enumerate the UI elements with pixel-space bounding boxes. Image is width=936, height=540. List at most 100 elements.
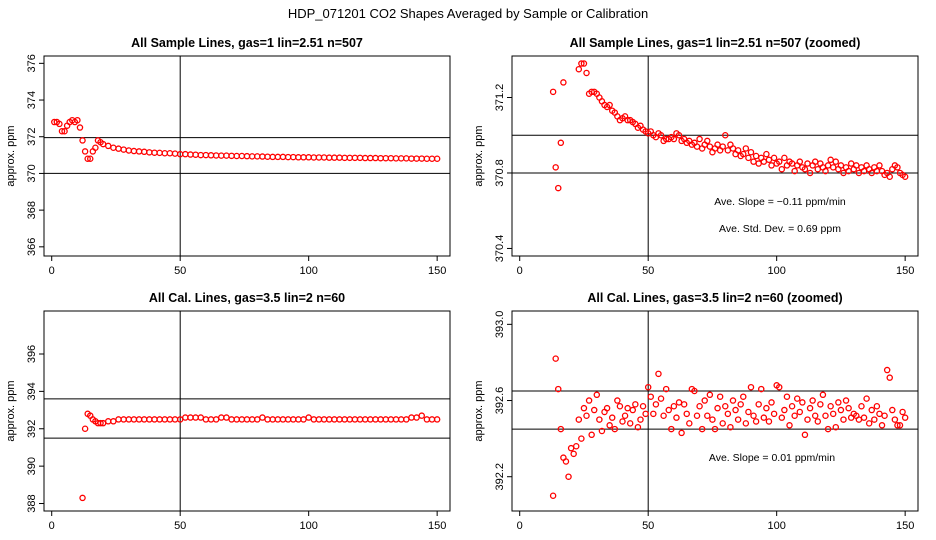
y-tick-label: 374 xyxy=(26,91,38,109)
data-point xyxy=(822,412,829,420)
plot-frame xyxy=(511,55,919,257)
data-point xyxy=(413,414,420,421)
data-point xyxy=(863,395,870,402)
annotation-text: Ave. Std. Dev. = 0.69 ppm xyxy=(719,223,841,235)
data-point xyxy=(269,153,276,161)
data-point xyxy=(883,366,891,374)
data-point xyxy=(74,116,81,124)
data-point xyxy=(660,412,667,420)
x-tick-label: 150 xyxy=(428,265,446,277)
data-point xyxy=(274,416,282,423)
plot-frame xyxy=(43,310,451,512)
data-point xyxy=(770,410,778,418)
data-point xyxy=(212,416,220,423)
x-tick-label: 100 xyxy=(767,265,785,277)
data-point xyxy=(166,149,174,157)
data-point xyxy=(575,65,583,73)
data-point xyxy=(331,154,338,161)
data-point xyxy=(580,60,588,67)
data-point xyxy=(670,402,678,410)
data-point xyxy=(61,127,68,135)
data-point xyxy=(634,423,642,431)
data-point xyxy=(765,156,773,164)
data-point xyxy=(765,418,773,425)
data-point xyxy=(775,158,783,165)
data-point xyxy=(218,414,225,421)
data-point xyxy=(408,155,415,162)
data-point xyxy=(346,154,354,162)
x-tick-label: 0 xyxy=(49,520,55,532)
data-point xyxy=(320,154,328,161)
data-point xyxy=(79,137,86,144)
data-point xyxy=(560,79,567,86)
data-point xyxy=(896,422,904,429)
data-point xyxy=(727,423,734,431)
data-point xyxy=(135,148,143,155)
data-point xyxy=(598,427,606,435)
data-point xyxy=(140,416,148,423)
data-point xyxy=(567,444,575,452)
x-tick-label: 50 xyxy=(642,265,654,277)
data-point xyxy=(243,416,251,423)
data-point xyxy=(621,412,629,420)
data-point xyxy=(655,370,662,378)
data-point xyxy=(847,160,855,167)
data-point xyxy=(842,397,850,404)
data-point xyxy=(233,416,240,423)
data-point xyxy=(804,416,811,423)
data-point xyxy=(84,155,91,163)
data-point xyxy=(274,153,282,161)
data-point xyxy=(814,165,822,173)
data-point xyxy=(377,416,384,423)
chart-panel-3: All Cal. Lines, gas=3.5 lin=2 n=60 0 50 100… xyxy=(5,291,451,532)
data-point xyxy=(652,401,660,408)
y-tick-label: 366 xyxy=(26,238,38,256)
data-point xyxy=(611,425,619,433)
chart-panel-4: All Cal. Lines, gas=3.5 lin=2 n=60 (zoom… xyxy=(473,291,919,532)
data-point xyxy=(259,414,266,421)
x-tick-label: 150 xyxy=(428,520,446,532)
data-point xyxy=(135,416,143,423)
y-tick-label: 392 xyxy=(26,420,38,438)
data-point xyxy=(755,160,762,167)
data-point xyxy=(428,416,436,423)
data-point xyxy=(76,124,84,131)
data-point xyxy=(747,383,755,391)
x-tick-label: 150 xyxy=(896,520,914,532)
data-point xyxy=(346,416,354,423)
data-point xyxy=(901,173,909,181)
data-point xyxy=(336,154,343,161)
data-point xyxy=(269,416,276,423)
data-point xyxy=(876,410,883,418)
y-tick-label: 392.2 xyxy=(494,463,506,491)
data-point xyxy=(315,416,323,423)
data-point xyxy=(192,414,199,421)
x-tick-label: 100 xyxy=(299,265,317,277)
data-point xyxy=(125,147,133,154)
data-point xyxy=(197,151,204,159)
data-point xyxy=(745,408,752,416)
data-point xyxy=(207,152,215,159)
data-point xyxy=(799,399,806,406)
data-point xyxy=(578,435,585,442)
data-point xyxy=(588,431,595,439)
data-point xyxy=(151,416,158,423)
data-point xyxy=(110,144,117,151)
data-point xyxy=(310,154,318,161)
data-point xyxy=(351,416,359,423)
data-point xyxy=(549,492,557,500)
data-point xyxy=(657,131,665,139)
data-point xyxy=(433,416,441,423)
data-point xyxy=(668,425,675,433)
data-point xyxy=(151,149,158,156)
data-point xyxy=(778,165,786,173)
data-point xyxy=(642,410,649,418)
data-point xyxy=(79,494,86,502)
data-point xyxy=(608,414,616,421)
data-point xyxy=(305,154,312,161)
page-title: HDP_071201 CO2 Shapes Averaged by Sample… xyxy=(288,6,648,21)
data-point xyxy=(632,401,639,408)
data-point xyxy=(809,397,816,404)
data-point xyxy=(433,155,441,163)
data-point xyxy=(341,416,348,423)
